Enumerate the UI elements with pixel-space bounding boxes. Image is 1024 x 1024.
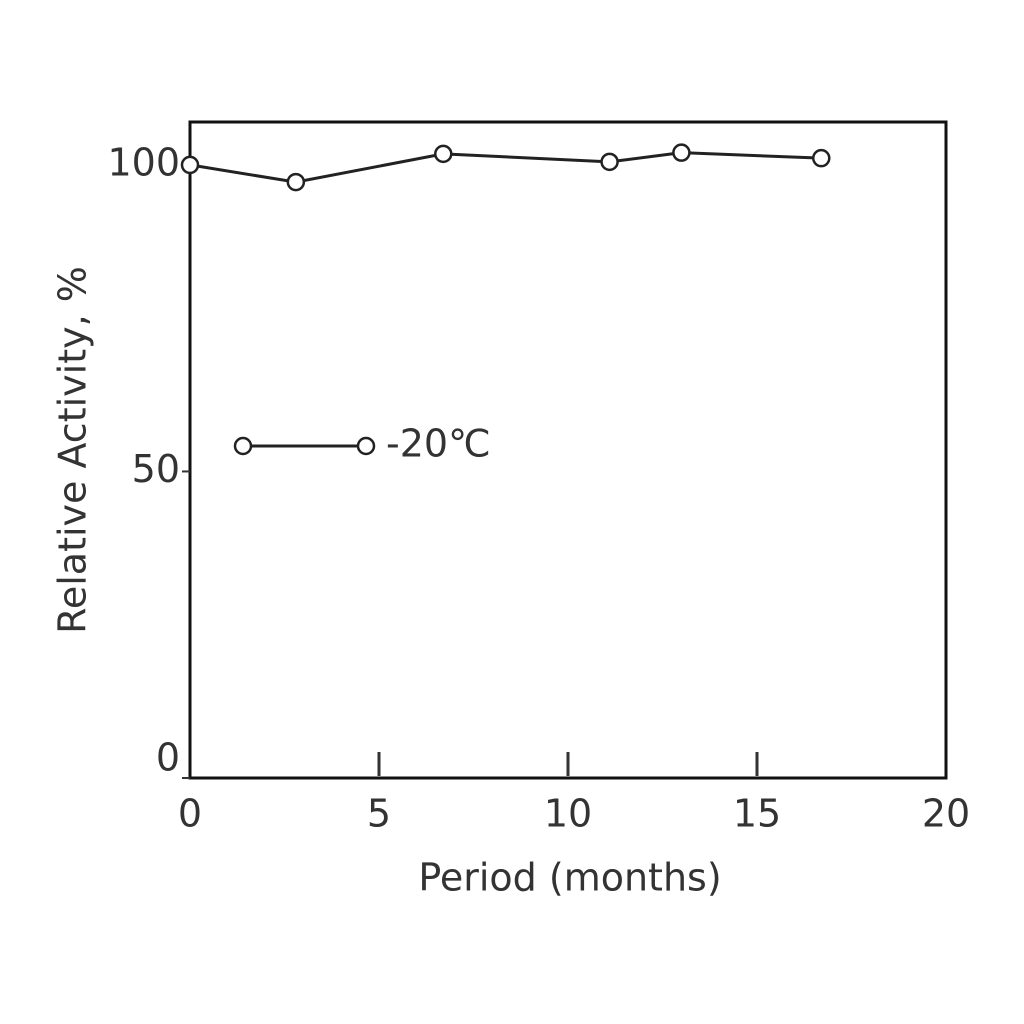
data-point — [812, 148, 831, 168]
x-tick-label: 10 — [544, 792, 592, 836]
x-tick-label: 15 — [733, 792, 781, 836]
data-point — [434, 144, 453, 164]
plot-frame — [188, 120, 948, 780]
data-point — [286, 172, 306, 192]
series-line — [189, 151, 822, 184]
legend-label: -20℃ — [386, 422, 491, 466]
x-tick-label: 5 — [367, 792, 391, 836]
data-point — [180, 155, 200, 175]
y-tick-label: 100 — [107, 140, 180, 184]
y-tick-label: 50 — [132, 447, 180, 491]
x-axis-label: Period (months) — [418, 856, 721, 900]
y-axis-label: Relative Activity, % — [51, 266, 95, 634]
y-tick-label: 0 — [156, 736, 180, 780]
legend-marker — [356, 436, 376, 456]
x-tick-label: 0 — [178, 792, 202, 836]
legend-marker — [233, 436, 253, 456]
data-point — [672, 143, 691, 162]
data-point — [600, 152, 619, 172]
x-tick-label: 20 — [922, 792, 970, 836]
